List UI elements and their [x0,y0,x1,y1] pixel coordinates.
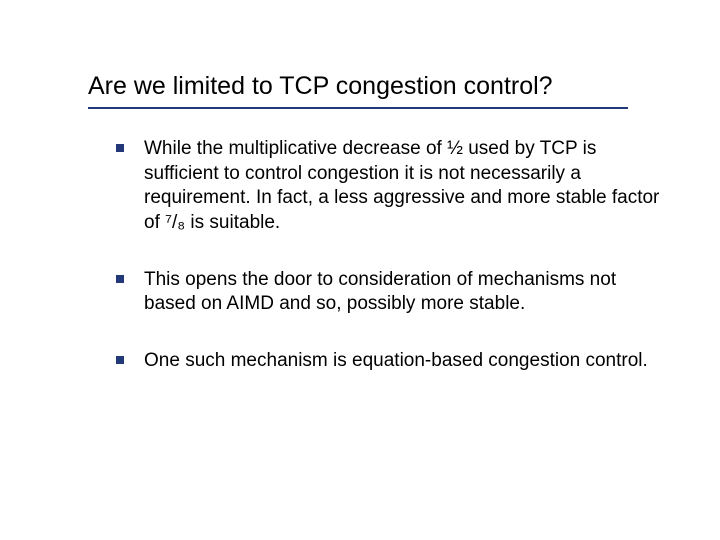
bullet-text: This opens the door to consideration of … [144,269,616,315]
list-item: One such mechanism is equation-based con… [122,349,660,374]
bullet-text: While the multiplicative decrease of ½ u… [144,138,659,233]
slide-title: Are we limited to TCP congestion control… [88,72,628,109]
square-bullet-icon [116,275,124,283]
list-item: This opens the door to consideration of … [122,268,660,317]
list-item: While the multiplicative decrease of ½ u… [122,137,660,236]
slide: Are we limited to TCP congestion control… [0,0,720,540]
bullet-list: While the multiplicative decrease of ½ u… [88,137,660,374]
bullet-text: One such mechanism is equation-based con… [144,350,648,371]
square-bullet-icon [116,356,124,364]
square-bullet-icon [116,144,124,152]
